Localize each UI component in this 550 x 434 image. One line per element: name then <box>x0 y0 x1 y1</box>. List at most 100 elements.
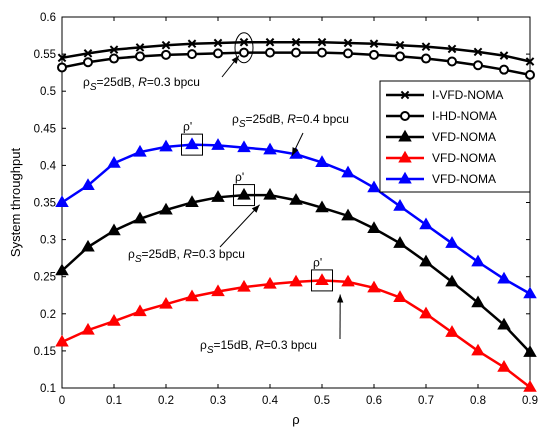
data-point <box>159 139 173 152</box>
optimal-label: ρ' <box>183 120 192 134</box>
data-point <box>187 39 197 49</box>
arrow-line <box>219 204 260 248</box>
data-point <box>55 263 69 276</box>
data-point <box>107 155 121 168</box>
data-point <box>107 223 121 236</box>
optimal-box <box>181 133 203 156</box>
data-point <box>83 49 93 58</box>
ann-rho: ρ <box>200 338 207 352</box>
data-point <box>135 43 145 52</box>
data-point <box>211 284 225 297</box>
legend-entry: VFD-NOMA <box>386 129 496 144</box>
x-axis-label: ρ <box>292 412 299 427</box>
data-point <box>499 51 509 60</box>
series-line <box>61 279 531 389</box>
data-point <box>471 343 485 356</box>
data-point <box>525 57 535 66</box>
arrow-head <box>292 147 299 156</box>
arrow-head <box>231 55 239 64</box>
data-point <box>135 51 145 62</box>
ann-r: R <box>138 75 147 89</box>
data-point <box>523 345 537 357</box>
data-point <box>159 296 173 309</box>
data-point <box>497 317 511 330</box>
arrow-head <box>251 204 260 213</box>
axes: 0 0.1 0.2 0.3 0.4 0.5 0.6 0.7 0.8 0.90.10.150.20.… <box>8 12 538 427</box>
data-point <box>265 47 275 58</box>
ann-rest: =25dB, <box>246 112 288 126</box>
data-point <box>473 60 483 71</box>
data-point <box>213 38 223 48</box>
data-point <box>57 62 67 73</box>
data-point <box>523 380 537 392</box>
series-3 <box>55 273 537 392</box>
data-point <box>317 47 327 58</box>
ann-rate: =0.3 bpcu <box>192 247 245 261</box>
ann-rho: ρ <box>232 112 239 126</box>
annotation-blue: ρS=25dB, R=0.4 bpcu <box>232 112 349 130</box>
data-point <box>83 57 93 68</box>
ann-rate: =0.3 bpcu <box>147 75 200 89</box>
data-point <box>55 334 69 347</box>
legend-marker <box>400 90 410 100</box>
data-point <box>265 37 275 47</box>
ann-r: R <box>255 338 264 352</box>
data-point <box>133 304 147 317</box>
data-point <box>315 273 329 285</box>
legend-entry: I-VFD-NOMA <box>386 88 503 102</box>
ann-sub: S <box>207 345 214 356</box>
data-point <box>419 306 433 319</box>
data-point <box>317 37 327 47</box>
data-point <box>159 202 173 215</box>
y-tick-label: 0.4 <box>40 160 57 172</box>
data-point <box>289 274 303 287</box>
data-point <box>445 236 459 248</box>
data-point <box>237 187 251 200</box>
x-tick-label: 0.8 <box>470 395 486 407</box>
data-point <box>81 322 95 335</box>
data-point <box>447 44 457 54</box>
data-point <box>133 211 147 224</box>
data-point <box>421 53 431 64</box>
legend-label: I-VFD-NOMA <box>432 88 503 102</box>
y-tick-label: 0.5 <box>40 86 56 98</box>
data-point <box>367 180 381 193</box>
legend-label: VFD-NOMA <box>432 130 496 144</box>
y-tick-label: 0.6 <box>40 12 56 24</box>
data-point <box>497 271 511 284</box>
y-tick-label: 0.55 <box>34 49 56 61</box>
data-point <box>185 289 199 302</box>
y-tick-label: 0.1 <box>40 383 56 395</box>
annotation-black: ρS=25dB, R=0.3 bpcu <box>128 247 245 265</box>
optimal-box <box>311 269 333 292</box>
legend-entry: VFD-NOMA <box>386 171 496 186</box>
data-point <box>393 290 407 303</box>
annotation-red: ρS=15dB, R=0.3 bpcu <box>200 338 317 356</box>
data-point <box>289 193 303 205</box>
x-tick-label: 0.2 <box>158 395 174 407</box>
ann-rho: ρ <box>83 75 90 89</box>
data-point <box>525 69 535 80</box>
data-point <box>109 53 119 64</box>
data-point <box>419 254 433 267</box>
data-point <box>239 47 249 58</box>
x-tick-label: 0.4 <box>262 395 279 407</box>
x-tick-label: 0.6 <box>366 395 382 407</box>
ann-rest: =15dB, <box>214 338 256 352</box>
legend-marker <box>398 171 412 184</box>
data-point <box>185 195 199 208</box>
y-tick-label: 0.25 <box>34 272 56 284</box>
data-point <box>133 144 147 157</box>
x-tick-label: 0 <box>59 395 65 407</box>
data-point <box>57 53 67 63</box>
optimal-label: ρ' <box>313 255 322 269</box>
legend: I-VFD-NOMA I-HD-NOMA VFD-NOMA VFD-NOMA VFD-N… <box>379 80 531 193</box>
data-point <box>315 200 329 213</box>
data-point <box>499 64 509 75</box>
ann-sub: S <box>135 254 142 265</box>
ann-rho: ρ <box>128 247 135 261</box>
series-layer <box>55 37 537 392</box>
data-point <box>445 325 459 337</box>
